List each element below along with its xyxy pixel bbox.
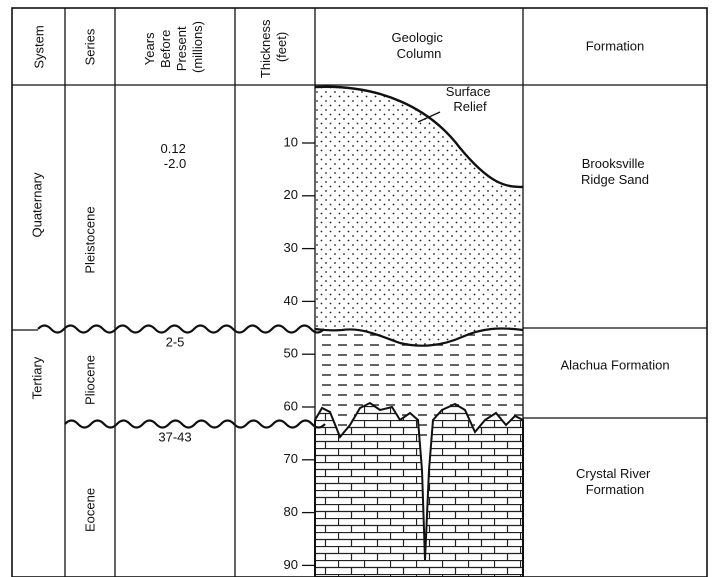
- unconformity: [38, 326, 324, 333]
- formation-line: Crystal River: [576, 466, 651, 481]
- depth-label: 20: [284, 187, 298, 202]
- annotation-line: Surface: [446, 84, 491, 99]
- depth-label: 10: [284, 134, 298, 149]
- header: Geologic Column: [392, 30, 447, 61]
- header-line: Present: [174, 26, 189, 71]
- series: Pliocene: [82, 355, 97, 405]
- header-line: (feet): [274, 32, 289, 62]
- series: Pleistocene: [82, 206, 97, 273]
- depth-label: 80: [284, 504, 298, 519]
- header-line: (millions): [190, 21, 205, 73]
- age-line: 0.12: [161, 141, 186, 156]
- header: Years Before Present (millions): [142, 21, 205, 73]
- age: 37-43: [158, 429, 191, 444]
- depth-label: 70: [284, 451, 298, 466]
- header: Thickness (feet): [258, 16, 289, 78]
- header-line: Geologic: [392, 30, 444, 45]
- formation-line: Ridge Sand: [581, 172, 649, 187]
- age: 0.12 -2.0: [161, 141, 190, 171]
- header: System: [31, 25, 46, 68]
- sand-layer: [315, 87, 523, 346]
- annotation: Surface Relief: [446, 84, 494, 114]
- header-line: Thickness: [258, 19, 273, 78]
- header: Series: [82, 28, 97, 65]
- depth-label: 90: [284, 557, 298, 572]
- header-line: Years: [142, 32, 157, 65]
- depth-label: 60: [284, 398, 298, 413]
- stratigraphic-column: Surface Relief System Series Years Befor…: [0, 0, 713, 577]
- formation-line: Brooksville: [582, 156, 645, 171]
- formation: Alachua Formation: [560, 357, 669, 372]
- system: Tertiary: [29, 356, 44, 399]
- limestone-layer: [315, 403, 523, 577]
- depth-label: 50: [284, 346, 298, 361]
- age: 2-5: [166, 334, 185, 349]
- formation-line: Formation: [586, 482, 645, 497]
- depth-label: 40: [284, 293, 298, 308]
- system: Quaternary: [29, 172, 44, 238]
- header: Formation: [586, 38, 645, 53]
- geologic-column: Surface Relief: [315, 84, 523, 577]
- age-line: -2.0: [164, 156, 186, 171]
- depth-label: 30: [284, 240, 298, 255]
- formation: Crystal River Formation: [576, 466, 654, 497]
- unconformity: [65, 421, 325, 428]
- header-line: Column: [397, 46, 442, 61]
- header-line: Before: [158, 30, 173, 68]
- annotation-line: Relief: [453, 99, 487, 114]
- series: Eocene: [82, 488, 97, 532]
- formation: Brooksville Ridge Sand: [581, 156, 649, 187]
